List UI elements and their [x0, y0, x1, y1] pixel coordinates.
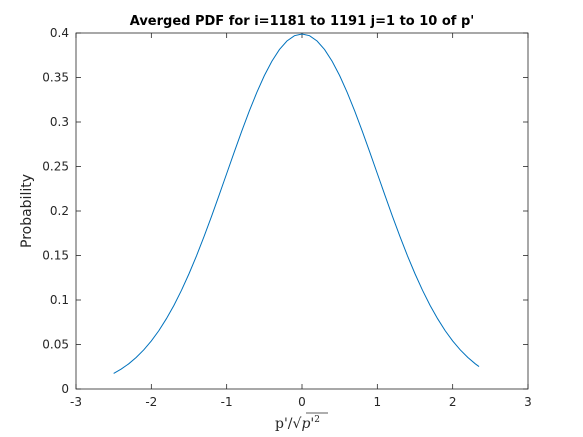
x-tick-label: -1 [221, 395, 233, 409]
x-tick-label: -2 [145, 395, 157, 409]
y-tick-label: 0.25 [42, 160, 69, 174]
x-tick-label: -3 [70, 395, 82, 409]
y-tick-label: 0.05 [42, 338, 69, 352]
y-tick-label: 0.1 [50, 293, 69, 307]
y-tick-label: 0.2 [50, 204, 69, 218]
x-tick-label: 0 [298, 395, 306, 409]
y-tick-label: 0 [61, 382, 69, 396]
y-tick-label: 0.15 [42, 249, 69, 263]
x-tick-label: 1 [374, 395, 382, 409]
y-tick-label: 0.4 [50, 26, 69, 40]
y-axis-label: Probability [19, 174, 35, 248]
x-axis-label-prefix: p'/√ [275, 416, 302, 432]
plot-area [76, 33, 528, 389]
x-axis-label-radicand: p' [301, 416, 314, 432]
chart-title: Averged PDF for i=1181 to 1191 j=1 to 10… [130, 14, 475, 29]
svg-text:p'/√p'2: p'/√p'2 [275, 415, 320, 432]
x-axis-label: p'/√p'2 [275, 413, 328, 432]
x-tick-label: 3 [524, 395, 532, 409]
y-tick-label: 0.35 [42, 71, 69, 85]
x-axis-label-exponent: 2 [314, 415, 320, 425]
y-tick-label: 0.3 [50, 115, 69, 129]
x-tick-label: 2 [449, 395, 457, 409]
